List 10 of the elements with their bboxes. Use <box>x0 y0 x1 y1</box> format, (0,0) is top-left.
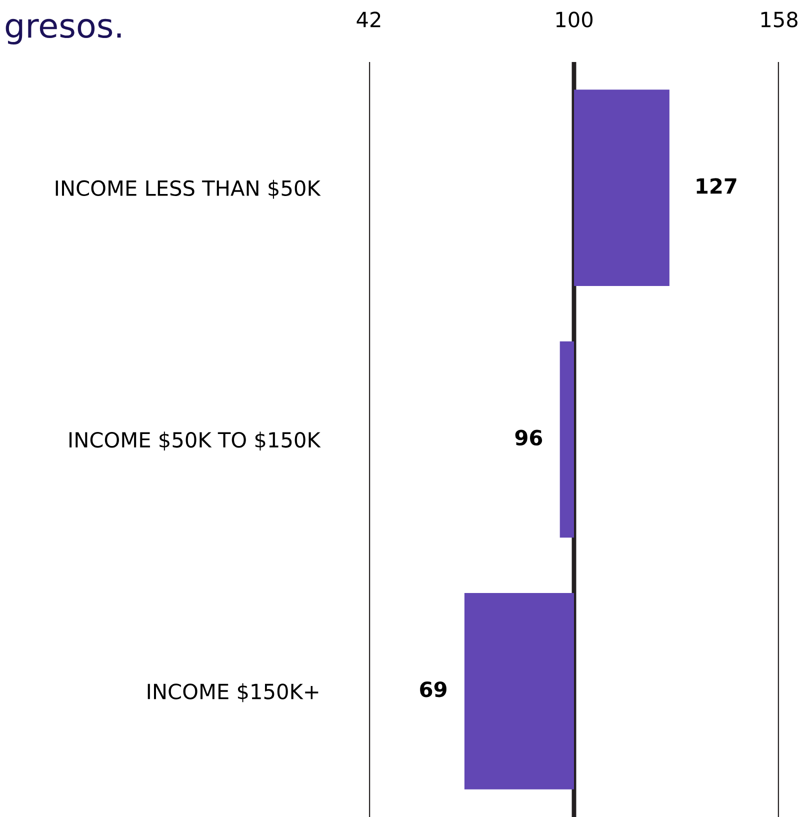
y-tick-label: INCOME $150K+ <box>148 683 318 702</box>
y-tick-label: INCOME $50K TO $150K <box>70 432 321 450</box>
text: gresos. <box>6 18 121 45</box>
x-tick-label: 42 <box>356 12 380 28</box>
y-tick-label: INCOME LESS THAN $50K <box>56 180 321 199</box>
x-tick-label: 158 <box>761 12 798 28</box>
data-label: 69 <box>420 681 446 698</box>
data-label: 96 <box>515 430 542 446</box>
x-tick-label: 100 <box>556 12 592 28</box>
data-label: 127 <box>696 178 736 194</box>
